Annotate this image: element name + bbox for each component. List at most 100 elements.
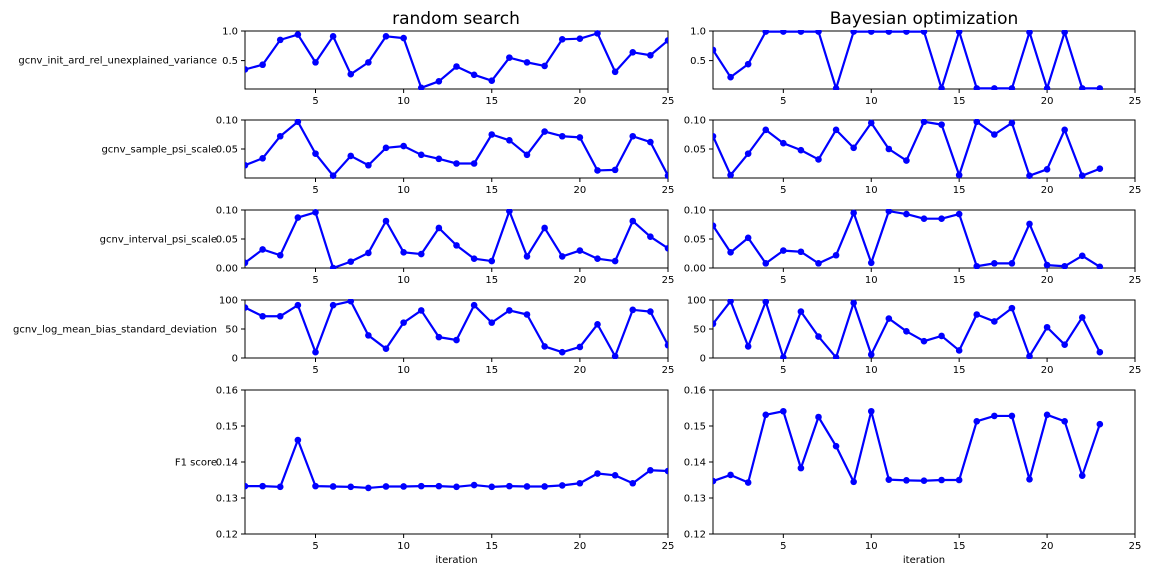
data-point [903, 30, 910, 35]
data-point [850, 299, 857, 307]
data-point [365, 161, 372, 169]
data-point [259, 61, 266, 69]
data-point [400, 483, 407, 490]
data-point [867, 407, 875, 415]
data-point [488, 257, 496, 265]
data-point [955, 476, 963, 484]
y-tick-label: 0.00 [216, 264, 238, 275]
x-tick-label: 10 [865, 96, 878, 107]
data-point [832, 354, 840, 359]
data-point [400, 142, 407, 150]
data-point [611, 68, 619, 76]
data-point [329, 33, 337, 40]
y-tick-label: 0.05 [684, 145, 706, 156]
x-axis-label: iteration [435, 555, 477, 566]
data-point [382, 144, 390, 152]
data-point [780, 247, 787, 254]
data-point [523, 59, 531, 66]
data-point [797, 464, 805, 472]
x-tick-label: 20 [1041, 96, 1054, 107]
data-point [470, 71, 478, 79]
data-point [867, 30, 875, 35]
x-tick-label: 15 [953, 185, 966, 196]
data-point [1026, 172, 1033, 179]
y-tick-label: 100 [687, 296, 706, 307]
data-point [1096, 85, 1104, 90]
x-tick-label: 15 [485, 185, 498, 196]
data-point [523, 311, 531, 318]
data-point [762, 411, 770, 419]
data-point [1026, 475, 1033, 483]
x-tick-label: 25 [662, 275, 675, 286]
y-tick-label: 0.14 [216, 458, 238, 469]
data-point [713, 132, 717, 140]
panel-bayes-0: 5 10 15 20 25 0.5 1.0 [690, 27, 1141, 108]
x-tick-label: 10 [397, 275, 410, 286]
series-group [713, 299, 1104, 359]
y-tick-label: 0.10 [684, 116, 706, 127]
series-line [713, 210, 1101, 268]
data-point [294, 301, 302, 309]
x-tick-label: 10 [397, 541, 410, 552]
x-tick-label: 5 [780, 275, 786, 286]
data-point [867, 259, 875, 267]
axes-frame [244, 299, 669, 359]
data-point [594, 30, 601, 37]
data-point [1008, 412, 1016, 420]
data-point [470, 255, 478, 263]
data-point [955, 210, 963, 218]
series-group [713, 407, 1104, 486]
panel-random-0: 5 10 15 20 25 0.5 1.0 gcnv_init_ard_rel_unexpla… [18, 27, 674, 108]
data-point [647, 138, 654, 146]
data-point [991, 85, 998, 90]
data-point [713, 320, 717, 328]
data-point [453, 63, 460, 70]
x-tick-label: 10 [865, 541, 878, 552]
data-point [797, 248, 805, 256]
column-title-random-search: random search [392, 9, 520, 29]
data-point [541, 128, 548, 135]
data-point [541, 224, 548, 232]
data-point [973, 262, 981, 269]
data-point [312, 209, 319, 216]
column-title-bayesian-optimization: Bayesian optimization [830, 9, 1019, 29]
panel-random-1: 5 10 15 20 25 0.05 0.10 gcnv_sample_psi_scale [101, 116, 674, 197]
x-tick-label: 10 [865, 185, 878, 196]
data-point [920, 30, 928, 35]
data-point [245, 259, 249, 267]
data-point [417, 84, 425, 90]
axes-frame [712, 30, 1136, 90]
data-point [629, 479, 637, 487]
data-point [488, 77, 496, 85]
x-tick-label: 25 [662, 96, 675, 107]
data-point [955, 30, 963, 35]
data-point [727, 471, 734, 479]
data-point [594, 255, 601, 263]
panel-bayes-1: 5 10 15 20 25 0.05 0.10 [684, 116, 1142, 197]
data-point [400, 319, 407, 326]
data-point [903, 157, 910, 164]
data-point [1078, 472, 1086, 479]
data-point [920, 215, 928, 222]
data-point [727, 73, 734, 81]
data-point [1043, 411, 1051, 419]
data-point [955, 347, 963, 354]
x-tick-label: 25 [1129, 541, 1142, 552]
data-point [850, 30, 857, 35]
data-point [245, 66, 249, 73]
x-tick-label: 10 [397, 365, 410, 376]
data-point [294, 119, 302, 126]
data-point [762, 126, 770, 134]
data-point [647, 233, 654, 240]
x-tick-label: 25 [662, 365, 675, 376]
data-point [365, 249, 372, 257]
y-tick-label: 0.15 [216, 422, 238, 433]
data-point [558, 482, 566, 489]
y-tick-label: 0.10 [216, 206, 238, 217]
data-point [365, 59, 372, 66]
data-point [435, 155, 443, 163]
data-point [576, 343, 584, 351]
data-point [797, 146, 805, 154]
x-tick-label: 15 [953, 541, 966, 552]
data-point [744, 479, 752, 486]
